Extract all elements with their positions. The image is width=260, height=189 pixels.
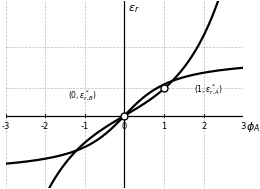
- Text: -3: -3: [1, 122, 10, 131]
- Text: $(1,\varepsilon_{r,A}^*)$: $(1,\varepsilon_{r,A}^*)$: [194, 82, 223, 97]
- Text: 0: 0: [122, 122, 127, 131]
- Text: $\phi_A$: $\phi_A$: [246, 120, 260, 134]
- Text: $\varepsilon_r$: $\varepsilon_r$: [128, 3, 139, 15]
- Text: -2: -2: [41, 122, 49, 131]
- Text: $(0,\varepsilon_{r,B}^*)$: $(0,\varepsilon_{r,B}^*)$: [68, 89, 97, 103]
- Text: 2: 2: [201, 122, 206, 131]
- Text: 3: 3: [240, 122, 246, 131]
- Text: -1: -1: [81, 122, 89, 131]
- Text: 1: 1: [161, 122, 167, 131]
